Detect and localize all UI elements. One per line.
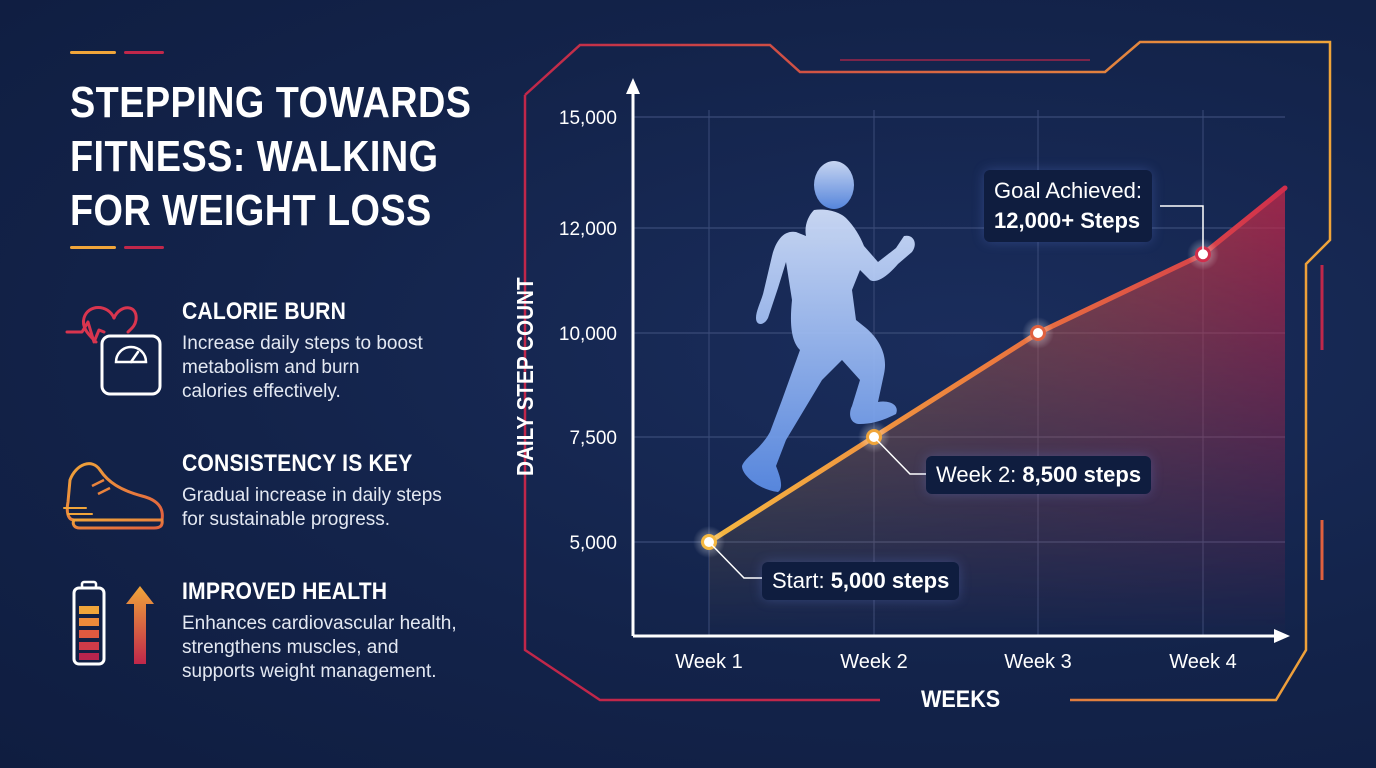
- title-bottom-accent-orange: [70, 246, 116, 249]
- page-title: STEPPING TOWARDS FITNESS: WALKING FOR WE…: [70, 76, 472, 238]
- title-line: FOR WEIGHT LOSS: [70, 186, 432, 235]
- goal-callout: Goal Achieved: 12,000+ Steps: [984, 170, 1152, 242]
- feature-description-line: supports weight management.: [182, 661, 437, 682]
- x-tick-label: Week 1: [675, 651, 742, 673]
- callout-value: 8,500 steps: [1022, 462, 1142, 487]
- x-tick-label: Week 4: [1169, 651, 1236, 673]
- y-axis-title: DAILY STEP COUNT: [512, 277, 538, 476]
- callout-value: 5,000 steps: [830, 568, 950, 593]
- feature-description-line: strengthens muscles, and: [182, 637, 399, 658]
- y-tick-label: 12,000: [559, 219, 617, 240]
- feature-title: IMPROVED HEALTH: [182, 578, 388, 605]
- x-ticks-layer: Week 1 Week 2 Week 3 Week 4: [675, 651, 1236, 673]
- callout-label: Week 2:: [936, 462, 1023, 487]
- title-top-accent-red: [124, 51, 164, 54]
- y-tick-label: 10,000: [559, 324, 617, 345]
- callout-label: Goal Achieved:: [994, 178, 1142, 203]
- feature-description: Gradual increase in daily steps for sust…: [182, 484, 512, 532]
- x-axis-title: WEEKS: [921, 686, 1001, 713]
- title-line: STEPPING TOWARDS: [70, 78, 472, 127]
- area-fill: [709, 188, 1285, 636]
- heart-scale-icon: [65, 306, 162, 396]
- y-tick-label: 5,000: [569, 533, 617, 554]
- y-tick-label: 15,000: [559, 108, 617, 129]
- feature-title: CALORIE BURN: [182, 298, 347, 325]
- area-layer: [709, 188, 1285, 636]
- battery-arrow-icon: [72, 580, 154, 666]
- feature-title: CONSISTENCY IS KEY: [182, 450, 413, 477]
- feature-description-line: Gradual increase in daily steps: [182, 485, 442, 506]
- feature-description-line: Increase daily steps to boost: [182, 333, 423, 354]
- callout-value: 12,000+ Steps: [994, 206, 1142, 236]
- y-ticks-layer: 5,000 7,500 10,000 12,000 15,000: [559, 108, 617, 554]
- x-tick-label: Week 2: [840, 651, 907, 673]
- chart-frame: [523, 40, 1332, 702]
- feature-description: Increase daily steps to boost metabolism…: [182, 332, 512, 404]
- week2-callout: Week 2: 8,500 steps: [926, 456, 1152, 494]
- feature-description: Enhances cardiovascular health, strength…: [182, 612, 512, 684]
- feature-description-line: calories effectively.: [182, 381, 341, 402]
- y-tick-label: 7,500: [569, 428, 617, 449]
- feature-description-line: for sustainable progress.: [182, 509, 391, 530]
- title-bottom-accent-red: [124, 246, 164, 249]
- feature-description-line: metabolism and burn: [182, 357, 360, 378]
- callout-value-text: 12,000+ Steps: [994, 208, 1141, 233]
- callout-leaders: [708, 205, 1204, 579]
- title-line: FITNESS: WALKING: [70, 132, 439, 181]
- callout-label: Start:: [772, 568, 831, 593]
- feature-description-line: Enhances cardiovascular health,: [182, 613, 457, 634]
- x-tick-label: Week 3: [1004, 651, 1071, 673]
- title-top-accent-orange: [70, 51, 116, 54]
- start-callout: Start: 5,000 steps: [762, 562, 960, 600]
- axes: [626, 78, 1290, 643]
- sneaker-icon: [63, 462, 164, 530]
- data-point: [1030, 325, 1046, 341]
